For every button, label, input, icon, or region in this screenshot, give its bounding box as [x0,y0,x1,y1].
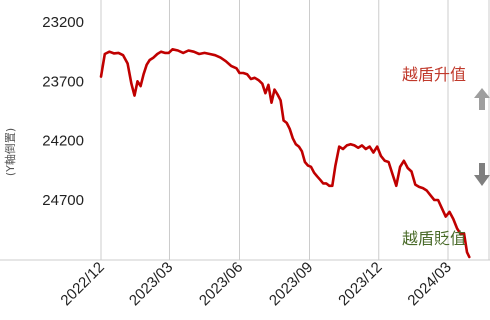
x-tick-label: 2024/03 [404,259,454,309]
x-tick-label: 2023/03 [126,259,176,309]
x-tick-label: 2023/06 [196,259,246,309]
x-tick-label: 2022/12 [57,259,107,309]
y-tick-label: 24700 [42,192,84,209]
y-axis-label: (Y軸倒置) [3,128,17,176]
y-tick-label: 23200 [42,14,84,31]
arrow-down-icon [474,163,490,186]
y-axis-ticks: 23200 23700 24200 24700 [42,14,84,209]
series-group [99,47,471,259]
x-tick-label: 2023/09 [266,259,316,309]
x-axis-ticks: 2022/12 2023/03 2023/06 2023/09 2023/12 2024/… [57,259,454,309]
grid [100,0,490,260]
dong-appreciation-label: 越盾升值 [402,65,466,84]
x-tick-label: 2023/12 [335,259,385,309]
series-line-0 [99,47,471,259]
y-tick-label: 23700 [42,73,84,90]
dong-depreciation-label: 越盾貶值 [402,229,466,248]
y-tick-label: 24200 [42,133,84,150]
arrow-up-icon [474,88,490,110]
